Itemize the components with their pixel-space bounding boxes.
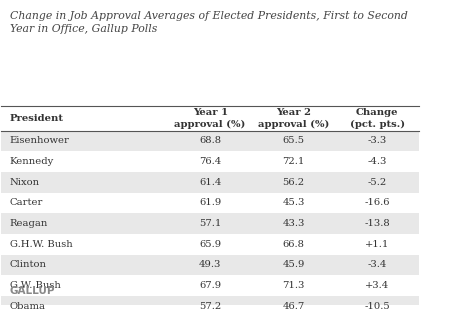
Text: Obama: Obama xyxy=(10,302,46,311)
Text: +3.4: +3.4 xyxy=(365,281,389,290)
Text: 72.1: 72.1 xyxy=(282,157,305,166)
Text: 66.8: 66.8 xyxy=(283,240,305,249)
Text: Change
(pct. pts.): Change (pct. pts.) xyxy=(350,108,405,129)
Text: 56.2: 56.2 xyxy=(283,178,305,187)
Text: 61.4: 61.4 xyxy=(199,178,221,187)
Text: Change in Job Approval Averages of Elected Presidents, First to Second
Year in O: Change in Job Approval Averages of Elect… xyxy=(10,11,408,34)
FancyBboxPatch shape xyxy=(1,213,419,234)
Text: -3.3: -3.3 xyxy=(367,136,387,145)
Text: Eisenhower: Eisenhower xyxy=(10,136,70,145)
Text: Reagan: Reagan xyxy=(10,219,48,228)
Text: 45.3: 45.3 xyxy=(282,198,305,207)
Text: +1.1: +1.1 xyxy=(365,240,389,249)
Text: Carter: Carter xyxy=(10,198,43,207)
Text: -16.6: -16.6 xyxy=(365,198,390,207)
Text: -4.3: -4.3 xyxy=(367,157,387,166)
Text: Kennedy: Kennedy xyxy=(10,157,54,166)
Text: GALLUP: GALLUP xyxy=(10,286,55,296)
Text: 65.5: 65.5 xyxy=(283,136,305,145)
FancyBboxPatch shape xyxy=(1,255,419,275)
FancyBboxPatch shape xyxy=(1,193,419,213)
FancyBboxPatch shape xyxy=(1,296,419,312)
Text: 76.4: 76.4 xyxy=(199,157,221,166)
Text: G.W. Bush: G.W. Bush xyxy=(10,281,60,290)
Text: 49.3: 49.3 xyxy=(199,261,221,270)
Text: G.H.W. Bush: G.H.W. Bush xyxy=(10,240,73,249)
Text: -5.2: -5.2 xyxy=(367,178,387,187)
Text: 43.3: 43.3 xyxy=(282,219,305,228)
Text: Nixon: Nixon xyxy=(10,178,40,187)
Text: President: President xyxy=(10,114,64,123)
Text: -10.5: -10.5 xyxy=(364,302,390,311)
FancyBboxPatch shape xyxy=(1,275,419,296)
Text: 65.9: 65.9 xyxy=(199,240,221,249)
Text: 67.9: 67.9 xyxy=(199,281,221,290)
Text: 57.1: 57.1 xyxy=(199,219,221,228)
Text: 61.9: 61.9 xyxy=(199,198,221,207)
Text: 57.2: 57.2 xyxy=(199,302,221,311)
FancyBboxPatch shape xyxy=(1,172,419,193)
Text: 46.7: 46.7 xyxy=(283,302,305,311)
Text: 45.9: 45.9 xyxy=(282,261,305,270)
FancyBboxPatch shape xyxy=(1,131,419,151)
Text: Clinton: Clinton xyxy=(10,261,47,270)
Text: -13.8: -13.8 xyxy=(364,219,390,228)
Text: 68.8: 68.8 xyxy=(199,136,221,145)
Text: 71.3: 71.3 xyxy=(282,281,305,290)
Text: -3.4: -3.4 xyxy=(367,261,387,270)
Text: Year 1
approval (%): Year 1 approval (%) xyxy=(174,108,246,129)
FancyBboxPatch shape xyxy=(1,234,419,255)
FancyBboxPatch shape xyxy=(1,151,419,172)
Text: Year 2
approval (%): Year 2 approval (%) xyxy=(258,108,329,129)
